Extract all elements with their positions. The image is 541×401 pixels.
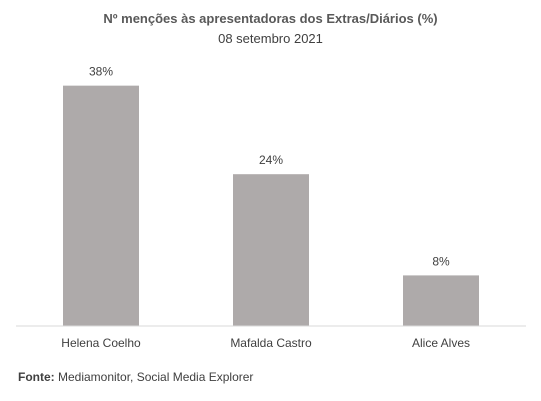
chart-title: Nº menções às apresentadoras dos Extras/… bbox=[103, 11, 438, 26]
bar-helena-coelho bbox=[63, 85, 139, 327]
source-text: Mediamonitor, Social Media Explorer bbox=[54, 370, 254, 384]
labels-layer: 38% Helena Coelho 24% Mafalda Castro 8% Alice… bbox=[61, 65, 470, 350]
data-label-helena-coelho: 38% bbox=[89, 65, 113, 79]
chart-subtitle: 08 setembro 2021 bbox=[218, 31, 323, 46]
category-label-mafalda-castro: Mafalda Castro bbox=[230, 336, 312, 350]
source-label: Fonte: bbox=[18, 370, 55, 384]
data-label-mafalda-castro: 24% bbox=[259, 153, 283, 167]
bar-mafalda-castro bbox=[233, 174, 309, 326]
category-label-alice-alves: Alice Alves bbox=[412, 336, 470, 350]
bar-alice-alves bbox=[403, 275, 479, 326]
source-note: Fonte: Mediamonitor, Social Media Explor… bbox=[18, 370, 253, 384]
bars-layer bbox=[63, 85, 479, 327]
data-label-alice-alves: 8% bbox=[432, 254, 450, 268]
category-label-helena-coelho: Helena Coelho bbox=[61, 336, 141, 350]
